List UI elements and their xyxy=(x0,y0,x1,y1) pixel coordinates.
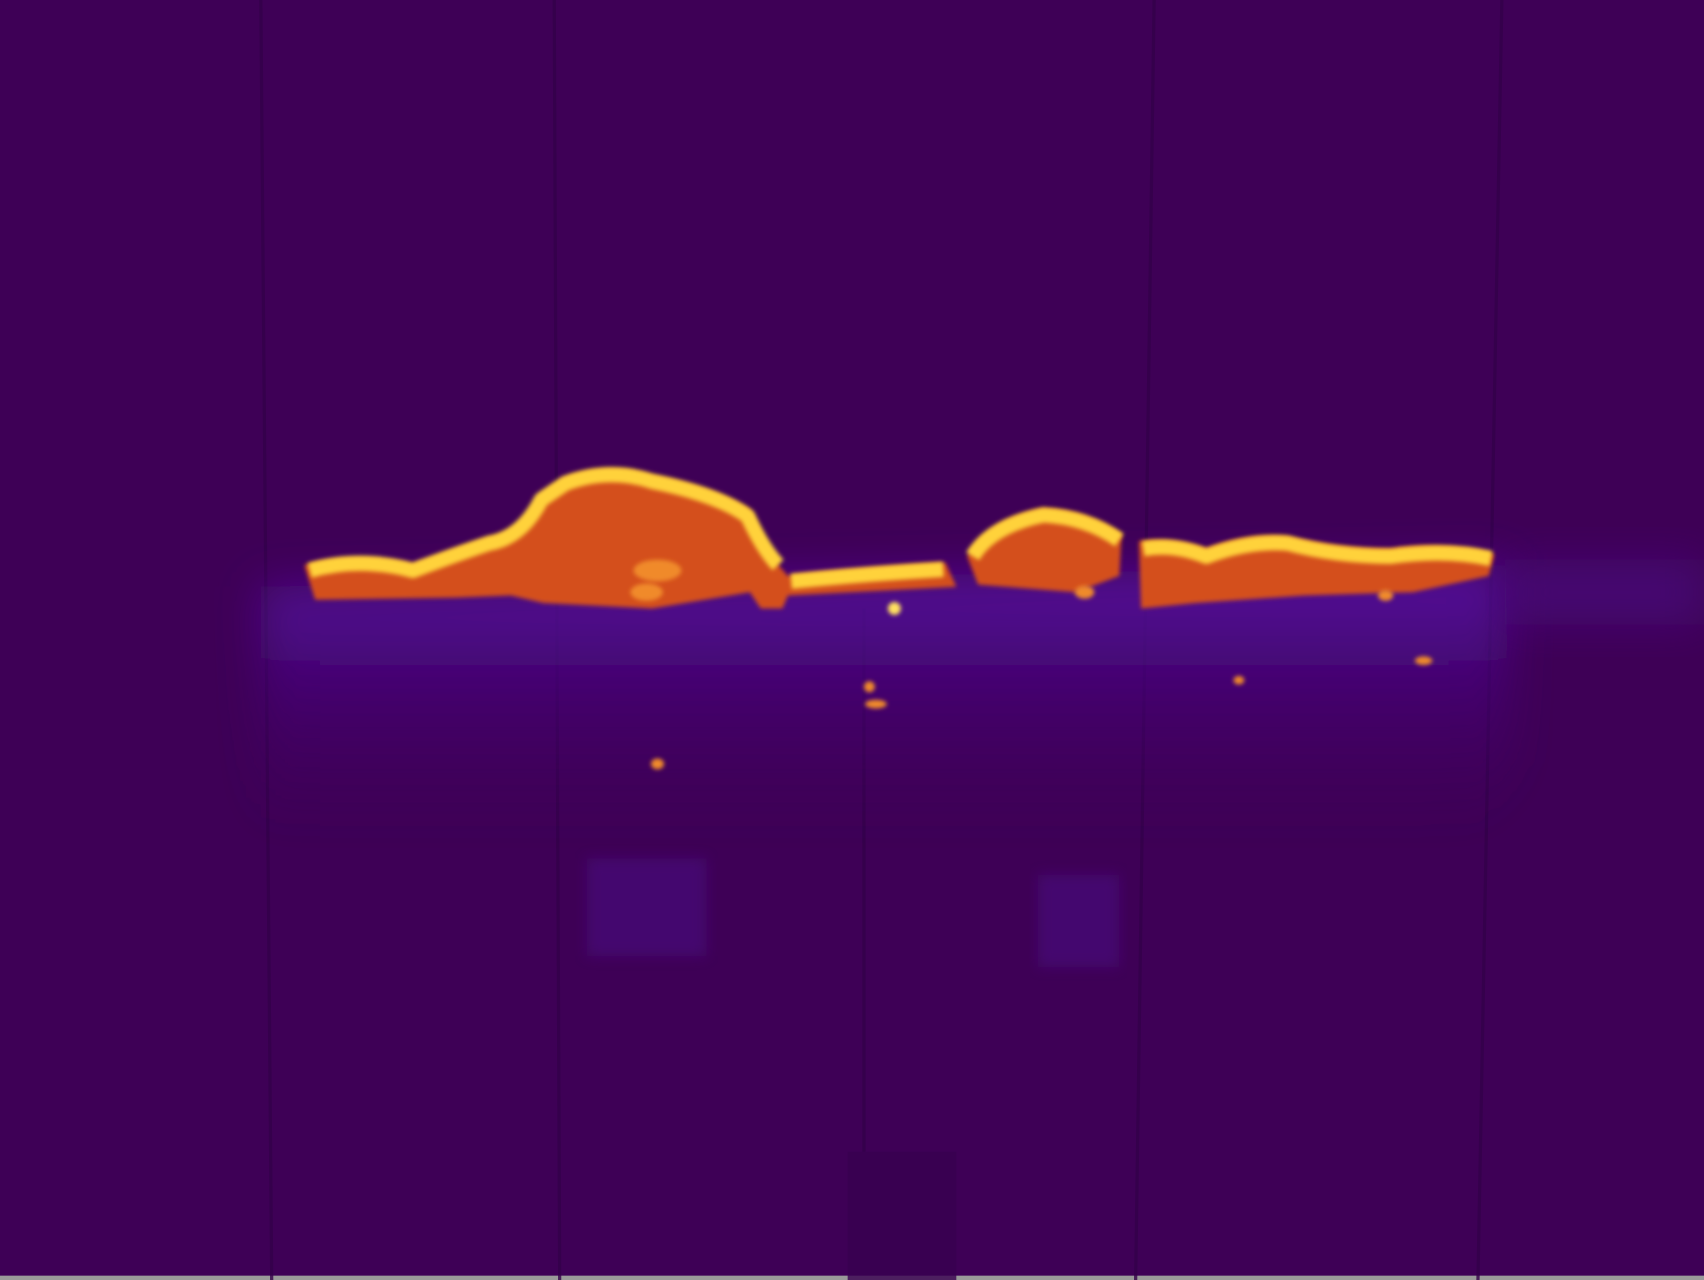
warm-haze xyxy=(260,565,1511,826)
spot xyxy=(1074,585,1095,599)
spot xyxy=(865,699,887,709)
hot-spots xyxy=(630,559,1433,770)
spot xyxy=(1414,656,1433,665)
spot xyxy=(633,559,682,582)
warm-ridge xyxy=(304,469,957,609)
spot xyxy=(1377,590,1394,601)
spot xyxy=(630,583,663,601)
crest xyxy=(966,507,1124,561)
hot-crest xyxy=(307,467,1493,589)
crest xyxy=(307,467,784,579)
post-base xyxy=(847,1151,957,1280)
crest xyxy=(1141,535,1493,566)
patch xyxy=(1037,874,1120,968)
spot xyxy=(863,681,875,693)
patch xyxy=(586,858,707,957)
crest xyxy=(790,561,944,589)
spot xyxy=(887,601,901,616)
spot xyxy=(1233,675,1245,685)
spot xyxy=(650,758,664,770)
haze-right xyxy=(1505,559,1704,625)
